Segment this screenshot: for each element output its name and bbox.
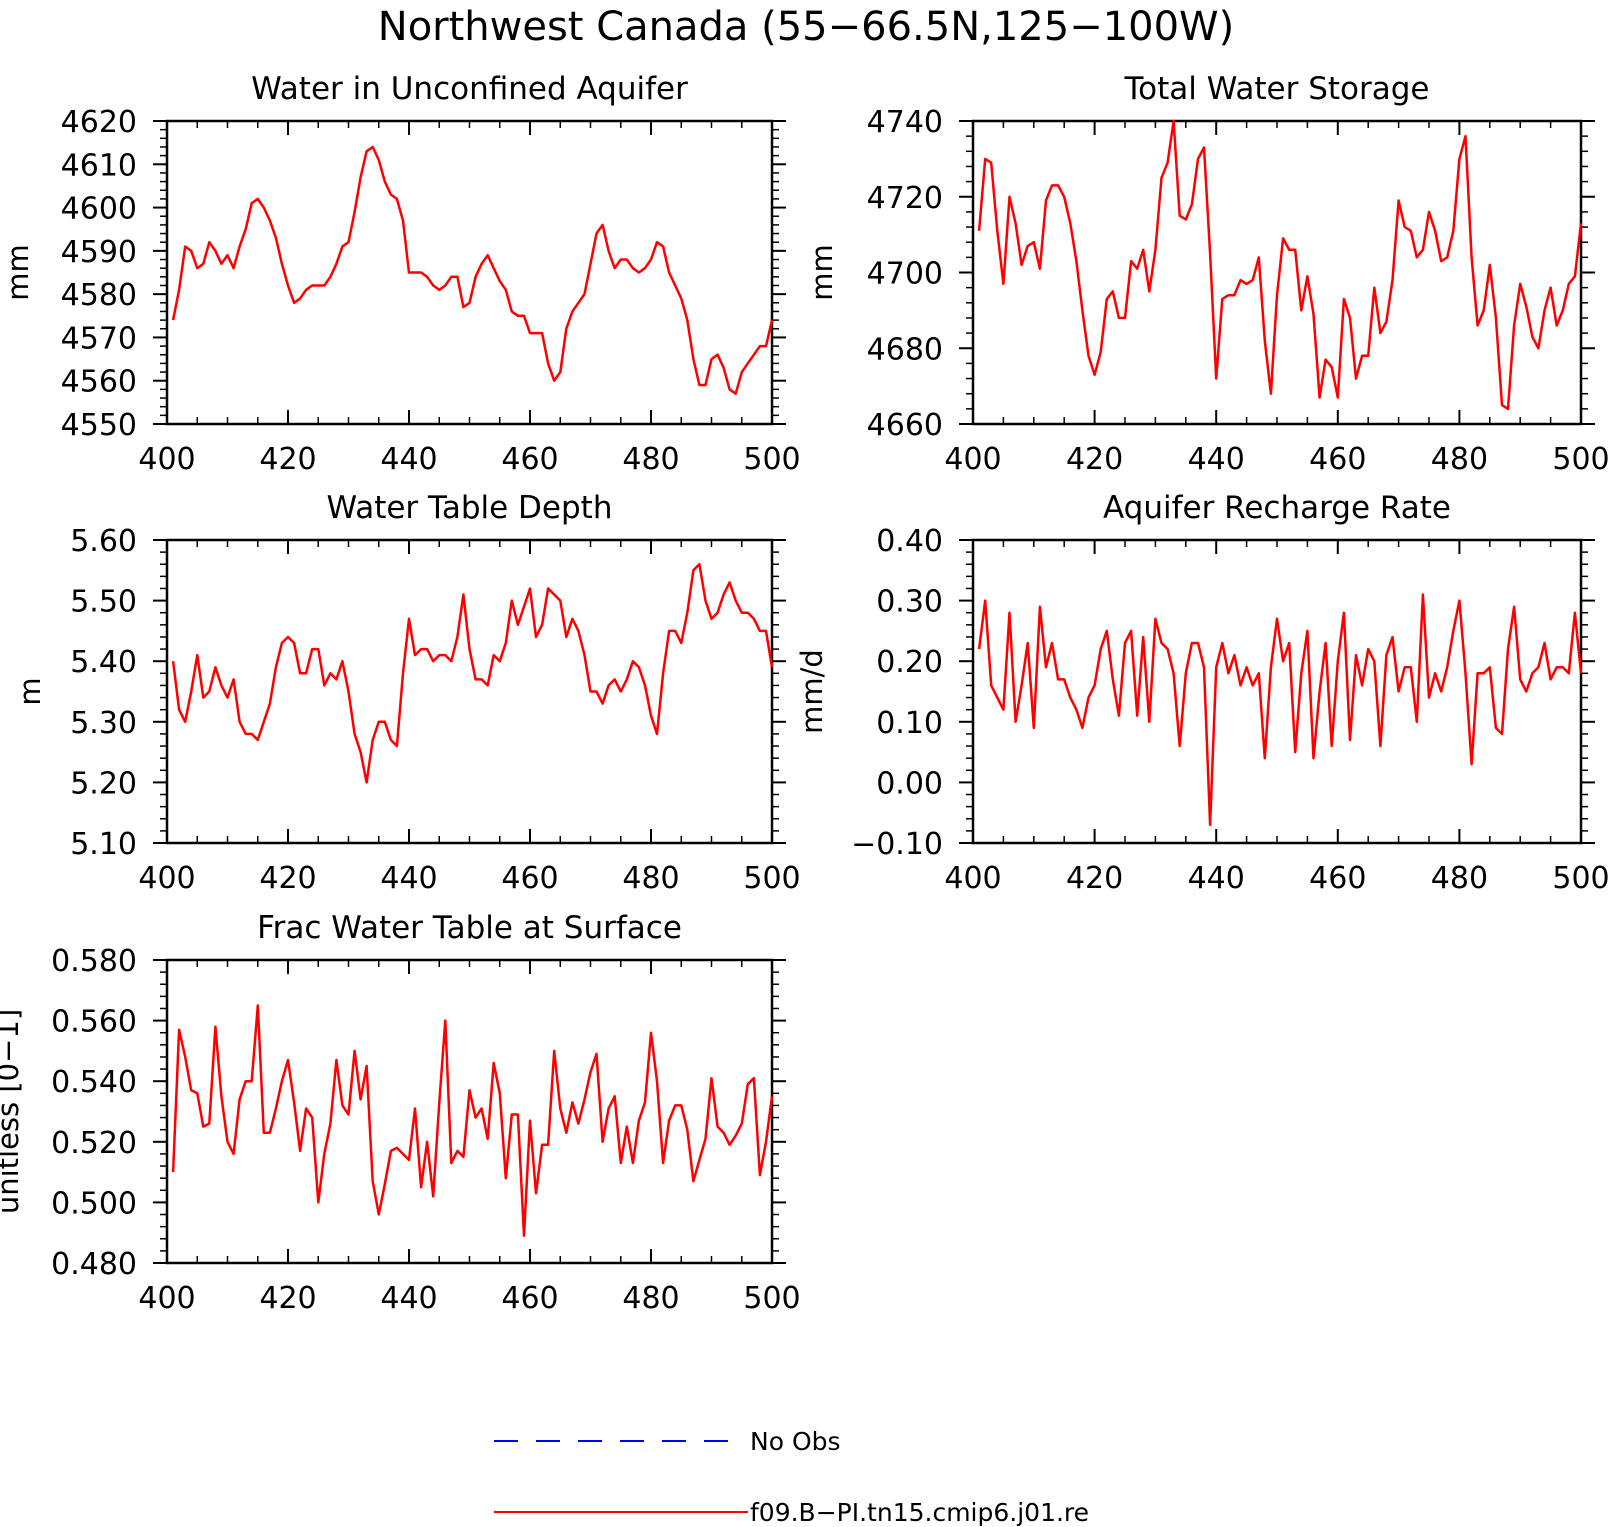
legend-label-model-run: f09.B−PI.tn15.cmip6.j01.re — [750, 1498, 1089, 1527]
x-tick-label: 440 — [1188, 442, 1245, 477]
y-tick-label: 0.00 — [876, 766, 943, 801]
series-line-f09-b-pi-tn15-cmip6-j01-re — [171, 145, 774, 395]
x-tick-label: 440 — [380, 861, 437, 896]
y-tick-label: 4580 — [61, 278, 137, 313]
panels: Water in Unconfined Aquifer mm 400 420 440 46… — [0, 71, 1610, 1316]
x-tick-label: 500 — [1552, 442, 1609, 477]
y-tick-label: 4590 — [61, 235, 137, 270]
y-tick-label: 4660 — [867, 408, 943, 443]
x-tick-label: 400 — [138, 1281, 195, 1316]
panel-title: Water Table Depth — [327, 490, 613, 526]
x-tick-label: 400 — [138, 861, 195, 896]
y-tick-label: 0.40 — [876, 524, 943, 559]
panel-title: Total Water Storage — [1123, 71, 1429, 107]
panel-water-table-depth: Water Table Depth m 400 420 440 460 480 500 5.10… — [13, 490, 801, 896]
x-tick-label: 440 — [380, 442, 437, 477]
x-tick-label: 480 — [1431, 442, 1488, 477]
panel-water-in-unconfined-aquifer: Water in Unconfined Aquifer mm 400 420 440 46… — [1, 71, 801, 477]
panel-title: Frac Water Table at Surface — [257, 910, 682, 946]
x-tick-label: 420 — [259, 442, 316, 477]
x-tick-label: 420 — [259, 1281, 316, 1316]
x-tick-label: 460 — [501, 861, 558, 896]
x-tick-label: 460 — [1309, 442, 1366, 477]
y-tick-label: 5.50 — [70, 585, 137, 620]
panel-frac-water-table-at-surface: Frac Water Table at Surface unitless [0−1… — [0, 910, 801, 1316]
y-tick-label: 0.540 — [51, 1065, 137, 1100]
series-line-f09-b-pi-tn15-cmip6-j01-re — [977, 593, 1583, 827]
y-tick-label: 5.10 — [70, 827, 137, 862]
y-tick-label: 0.30 — [876, 585, 943, 620]
x-tick-label: 500 — [1552, 861, 1609, 896]
legend: No Obs f09.B−PI.tn15.cmip6.j01.re — [494, 1427, 1089, 1527]
x-tick-label: 460 — [501, 442, 558, 477]
series-line-f09-b-pi-tn15-cmip6-j01-re — [171, 562, 774, 784]
y-tick-label: 4700 — [867, 257, 943, 292]
y-tick-label: −0.10 — [851, 827, 943, 862]
x-tick-label: 400 — [944, 861, 1001, 896]
y-tick-label: 0.500 — [51, 1186, 137, 1221]
y-tick-label: 0.480 — [51, 1247, 137, 1282]
x-tick-label: 480 — [622, 442, 679, 477]
plot-frame — [165, 538, 774, 845]
panel-total-water-storage: Total Water Storage mm 400 420 440 460 480 500 4… — [805, 71, 1610, 477]
series-line-f09-b-pi-tn15-cmip6-j01-re — [977, 119, 1583, 411]
x-tick-label: 480 — [1431, 861, 1488, 896]
y-tick-label: 4680 — [867, 332, 943, 367]
y-tick-label: 4740 — [867, 105, 943, 140]
panel-title: Aquifer Recharge Rate — [1103, 490, 1451, 526]
y-tick-label: 0.520 — [51, 1126, 137, 1161]
legend-label-no-obs: No Obs — [750, 1427, 841, 1456]
x-tick-label: 400 — [138, 442, 195, 477]
x-tick-label: 440 — [380, 1281, 437, 1316]
panel-title: Water in Unconfined Aquifer — [251, 71, 688, 107]
x-tick-label: 480 — [622, 1281, 679, 1316]
y-axis-label: unitless [0−1] — [0, 1009, 25, 1214]
y-tick-label: 4560 — [61, 365, 137, 400]
y-tick-label: 4620 — [61, 105, 137, 140]
plot-frame — [165, 119, 774, 426]
y-axis-label: m — [13, 677, 47, 705]
y-axis-label: mm — [1, 244, 35, 301]
x-tick-label: 500 — [743, 1281, 800, 1316]
y-tick-label: 4610 — [61, 148, 137, 183]
y-tick-label: 5.20 — [70, 766, 137, 801]
y-tick-label: 0.10 — [876, 706, 943, 741]
legend-item-no-obs: No Obs — [494, 1427, 841, 1456]
plot-frame — [971, 538, 1583, 845]
x-tick-label: 440 — [1188, 861, 1245, 896]
y-tick-label: 0.580 — [51, 944, 137, 979]
x-tick-label: 480 — [622, 861, 679, 896]
panel-aquifer-recharge-rate: Aquifer Recharge Rate mm/d 400 420 440 460 480… — [795, 490, 1610, 896]
series-line-f09-b-pi-tn15-cmip6-j01-re — [171, 1004, 774, 1237]
legend-item-model-run: f09.B−PI.tn15.cmip6.j01.re — [494, 1498, 1089, 1527]
y-tick-label: 4570 — [61, 321, 137, 356]
x-tick-label: 420 — [1066, 442, 1123, 477]
y-tick-label: 4720 — [867, 181, 943, 216]
x-tick-label: 460 — [1309, 861, 1366, 896]
x-tick-label: 460 — [501, 1281, 558, 1316]
y-tick-label: 0.20 — [876, 645, 943, 680]
y-axis-label: mm/d — [795, 649, 829, 734]
x-tick-label: 500 — [743, 861, 800, 896]
y-tick-label: 5.30 — [70, 706, 137, 741]
x-tick-label: 500 — [743, 442, 800, 477]
y-tick-label: 5.40 — [70, 645, 137, 680]
x-tick-label: 420 — [259, 861, 316, 896]
y-tick-label: 4600 — [61, 192, 137, 227]
x-tick-label: 420 — [1066, 861, 1123, 896]
y-tick-label: 4550 — [61, 408, 137, 443]
x-tick-label: 400 — [944, 442, 1001, 477]
y-tick-label: 0.560 — [51, 1005, 137, 1040]
y-tick-label: 5.60 — [70, 524, 137, 559]
y-axis-label: mm — [805, 244, 839, 301]
figure-title: Northwest Canada (55−66.5N,125−100W) — [378, 4, 1234, 50]
